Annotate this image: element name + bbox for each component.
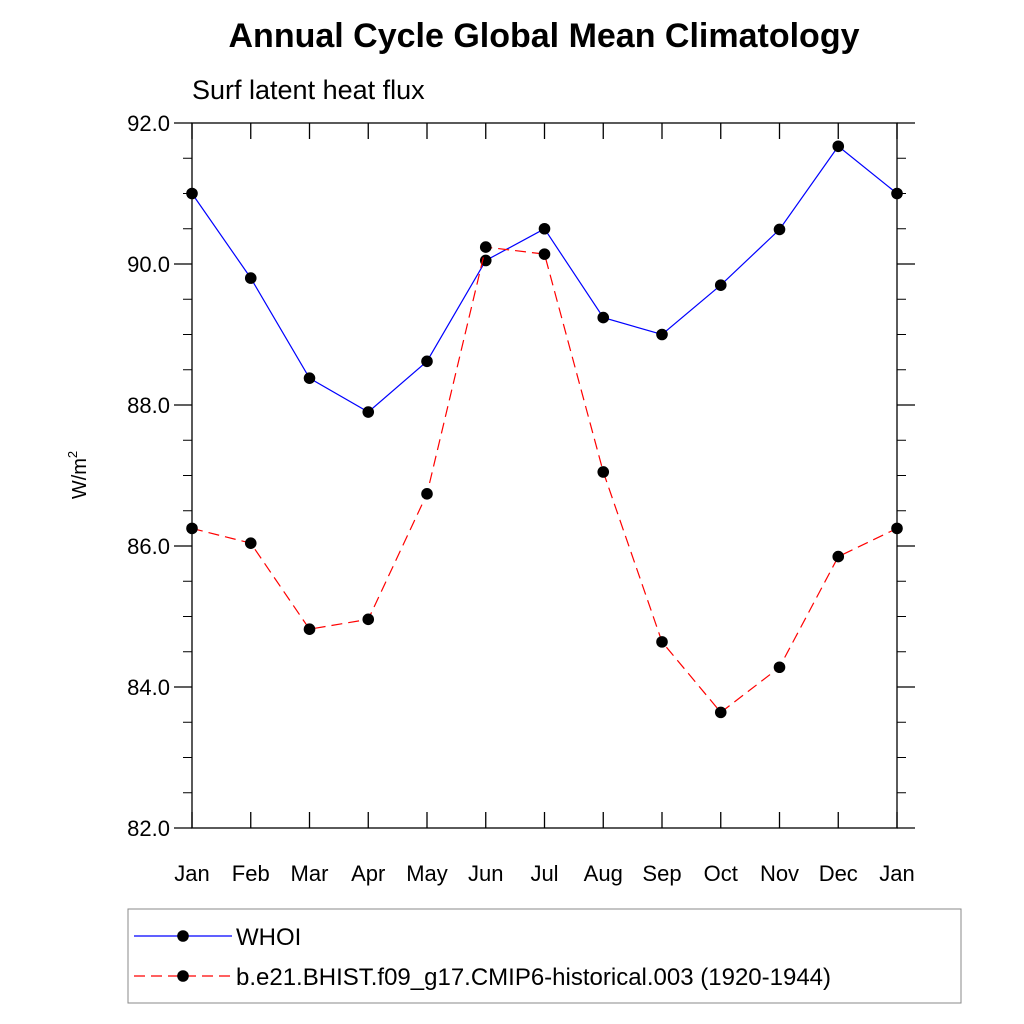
x-tick-label: Dec bbox=[819, 861, 858, 886]
axes: 82.0 84.0 86.0 88.0 90.0 92.0 Jan Feb Mar Apr May J… bbox=[127, 111, 915, 886]
y-tick-label: 86.0 bbox=[127, 534, 170, 559]
x-tick-label: Mar bbox=[291, 861, 329, 886]
series-layer bbox=[186, 140, 903, 719]
series-point bbox=[538, 222, 551, 235]
x-tick-label: Oct bbox=[704, 861, 738, 886]
y-tick-label: 88.0 bbox=[127, 393, 170, 418]
x-tick-label: Jan bbox=[879, 861, 914, 886]
x-tick-label: Sep bbox=[642, 861, 681, 886]
svg-text:W/m2: W/m2 bbox=[65, 451, 91, 499]
x-tick-label: May bbox=[406, 861, 448, 886]
legend-box bbox=[127, 908, 962, 1004]
x-tick-label: Feb bbox=[232, 861, 270, 886]
x-tick-label: Jul bbox=[530, 861, 558, 886]
y-tick-label: 82.0 bbox=[127, 816, 170, 841]
series-point bbox=[186, 522, 198, 535]
legend-label: WHOI bbox=[236, 924, 301, 951]
legend: WHOI b.e21.BHIST.f09_g17.CMIP6-historical… bbox=[134, 924, 831, 991]
series-line bbox=[191, 246, 898, 714]
series-point bbox=[538, 248, 551, 260]
y-tick-label: 92.0 bbox=[127, 111, 170, 136]
series-point bbox=[362, 613, 375, 626]
series-point bbox=[832, 140, 845, 153]
y-axis-label: W/m2 bbox=[65, 451, 91, 499]
x-tick-label: Jan bbox=[174, 861, 209, 886]
series-point bbox=[479, 241, 492, 253]
series-point bbox=[773, 661, 786, 674]
series-point bbox=[597, 311, 610, 324]
series-point bbox=[303, 623, 316, 635]
y-axis-label-superscript: 2 bbox=[65, 451, 80, 458]
series-point bbox=[186, 187, 198, 200]
series-point bbox=[597, 466, 610, 478]
chart-title: Annual Cycle Global Mean Climatology bbox=[229, 17, 860, 55]
legend-marker bbox=[177, 930, 189, 942]
series-point bbox=[421, 488, 433, 500]
series-point bbox=[832, 550, 845, 563]
x-tick-label: Jun bbox=[468, 861, 503, 886]
series-point bbox=[714, 279, 727, 291]
series-point bbox=[891, 522, 903, 535]
chart-subtitle: Surf latent heat flux bbox=[192, 75, 425, 105]
series-point bbox=[656, 328, 668, 341]
series-point bbox=[421, 355, 433, 368]
series-point bbox=[244, 537, 257, 549]
x-tick-label: Apr bbox=[351, 861, 385, 886]
series-point bbox=[773, 223, 786, 236]
series-point bbox=[714, 706, 727, 719]
y-tick-label: 90.0 bbox=[127, 252, 170, 277]
y-axis-label-text: W/m bbox=[69, 458, 91, 499]
legend-marker bbox=[177, 970, 189, 982]
series-point bbox=[303, 372, 316, 385]
series-point bbox=[244, 272, 257, 284]
series-point bbox=[891, 187, 903, 200]
series-line bbox=[191, 145, 898, 413]
y-tick-label: 84.0 bbox=[127, 675, 170, 700]
series-point bbox=[656, 636, 668, 648]
x-tick-label: Nov bbox=[760, 861, 799, 886]
series-point bbox=[362, 406, 375, 418]
x-tick-label: Aug bbox=[584, 861, 623, 886]
legend-label: b.e21.BHIST.f09_g17.CMIP6-historical.003… bbox=[236, 964, 831, 991]
